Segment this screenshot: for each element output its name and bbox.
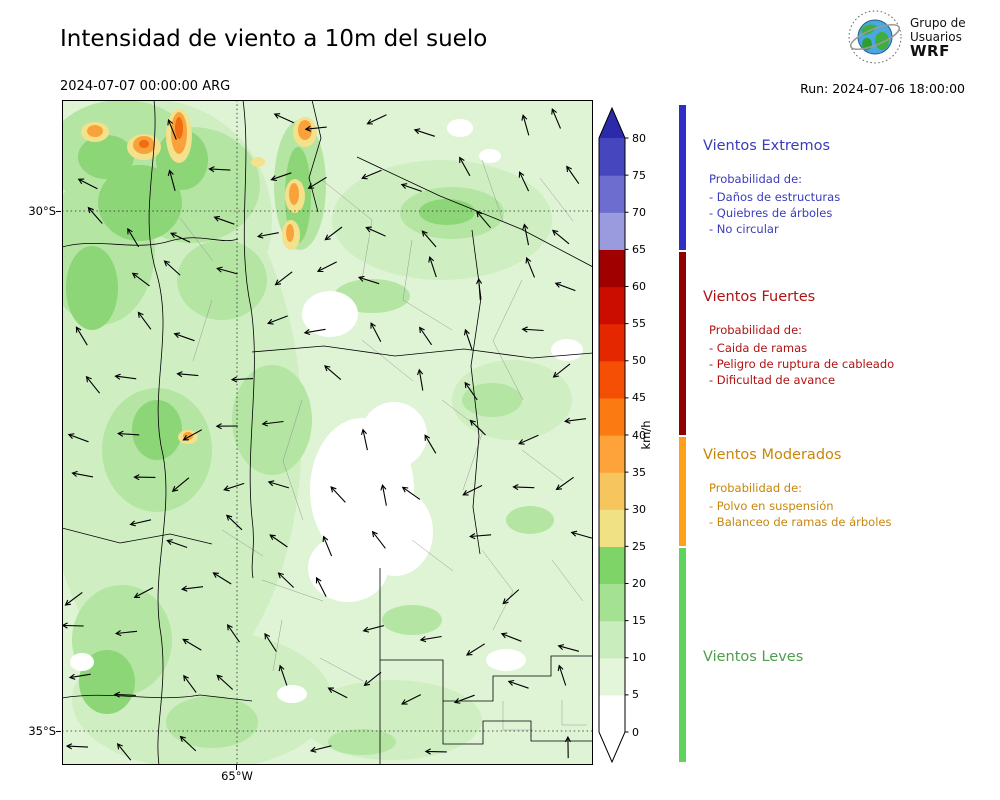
wind-map-figure bbox=[32, 99, 594, 770]
colorbar-tick-label: 30 bbox=[632, 502, 646, 516]
logo-text: Grupo de Usuarios WRF bbox=[910, 16, 966, 60]
valid-datetime-label: 2024-07-07 00:00:00 ARG bbox=[60, 79, 231, 94]
legend-fuertes-item: - Caida de ramas bbox=[709, 341, 808, 355]
category-bar-extremos bbox=[679, 105, 686, 250]
colorbar-tick-label: 50 bbox=[632, 354, 646, 368]
category-bar-fuertes bbox=[679, 252, 686, 435]
colorbar-tick-label: 75 bbox=[632, 168, 646, 182]
wind-intensity-map bbox=[32, 99, 594, 770]
colorbar bbox=[598, 106, 629, 764]
colorbar-tick-label: 25 bbox=[632, 539, 646, 553]
y-axis-tick bbox=[56, 731, 61, 732]
legend-moderados-prob-title: Probabilidad de: bbox=[709, 481, 803, 495]
wrf-logo: Grupo de Usuarios WRF bbox=[847, 9, 966, 65]
logo-text-wrf: WRF bbox=[910, 42, 950, 60]
category-bar-leves bbox=[679, 548, 686, 762]
wind-shading-strong bbox=[66, 130, 475, 714]
department-boundaries bbox=[179, 159, 587, 731]
map-frame bbox=[62, 100, 593, 765]
y-axis-tick bbox=[56, 211, 61, 212]
legend-fuertes-title: Vientos Fuertes bbox=[703, 289, 816, 305]
lon-label-65w: 65°W bbox=[221, 769, 253, 783]
colorbar-tick-label: 35 bbox=[632, 465, 646, 479]
x-axis-tick bbox=[236, 765, 237, 770]
run-label: Run: 2024-07-06 18:00:00 bbox=[800, 81, 965, 96]
legend-fuertes-item: - Peligro de ruptura de cableado bbox=[709, 357, 895, 371]
legend-fuertes-prob-title: Probabilidad de: bbox=[709, 323, 803, 337]
legend-extremos-item: - Daños de estructuras bbox=[709, 190, 841, 204]
lat-label-30s: 30°S bbox=[28, 204, 56, 218]
globe-icon bbox=[848, 10, 902, 64]
legend-extremos-prob-title: Probabilidad de: bbox=[709, 172, 803, 186]
colorbar-tick-label: 60 bbox=[632, 280, 646, 293]
logo-text-line1: Grupo de bbox=[910, 16, 966, 30]
legend-leves-title: Vientos Leves bbox=[703, 649, 804, 665]
category-bar-moderados bbox=[679, 437, 686, 546]
colorbar-tick-label: 65 bbox=[632, 242, 646, 256]
legend-fuertes-item: - Dificultad de avance bbox=[709, 373, 836, 387]
colorbar-tick-label: 45 bbox=[632, 391, 646, 405]
colorbar-tick-label: 0 bbox=[632, 725, 639, 739]
colorbar-tick-label: 70 bbox=[632, 205, 646, 219]
colorbar-tick-label: 40 bbox=[632, 428, 646, 442]
colorbar-tick-label: 15 bbox=[632, 614, 646, 628]
wind-direction-arrows bbox=[61, 108, 593, 761]
legend-moderados-item: - Balanceo de ramas de árboles bbox=[709, 515, 892, 529]
colorbar-tick-label: 55 bbox=[632, 317, 646, 331]
legend-vientos-fuertes: Vientos Fuertes Probabilidad de: - Caida… bbox=[703, 289, 995, 388]
colorbar-tick-label: 20 bbox=[632, 577, 646, 590]
logo-text-line2: Usuarios bbox=[910, 30, 962, 44]
legend-moderados-title: Vientos Moderados bbox=[703, 447, 842, 463]
graticule-lines bbox=[62, 100, 593, 765]
legend-vientos-extremos: Vientos Extremos Probabilidad de: - Daño… bbox=[703, 138, 995, 237]
lat-label-35s: 35°S bbox=[28, 724, 56, 738]
legend-extremos-title: Vientos Extremos bbox=[703, 138, 831, 154]
colorbar-tick-label: 10 bbox=[632, 651, 646, 665]
moderate-wind-spots bbox=[81, 109, 317, 444]
colorbar-tick-label: 5 bbox=[632, 688, 639, 702]
page-title: Intensidad de viento a 10m del suelo bbox=[60, 26, 488, 52]
legend-extremos-item: - Quiebres de árboles bbox=[709, 206, 833, 220]
legend-vientos-leves: Vientos Leves bbox=[703, 649, 995, 682]
legend-extremos-item: - No circular bbox=[709, 222, 779, 236]
legend-vientos-moderados: Vientos Moderados Probabilidad de: - Pol… bbox=[703, 447, 995, 530]
colorbar-tick-label: 80 bbox=[632, 131, 646, 145]
legend-moderados-item: - Polvo en suspensión bbox=[709, 499, 834, 513]
